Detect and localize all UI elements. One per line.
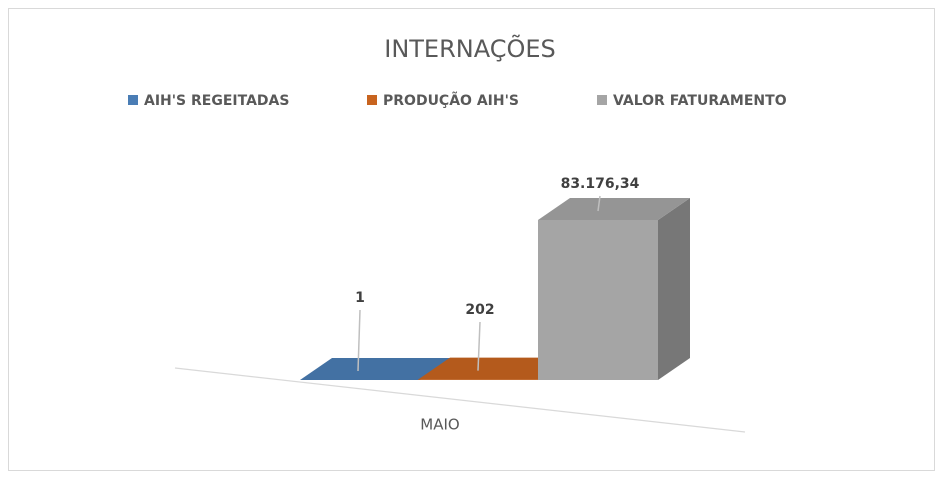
- floor-line: [174, 367, 746, 433]
- bar-top: [538, 198, 690, 220]
- legend-label: AIH'S REGEITADAS: [144, 93, 289, 109]
- chart-title: INTERNAÇÕES: [384, 33, 556, 63]
- x-tick-label: MAIO: [420, 416, 459, 434]
- leader-line: [477, 321, 481, 371]
- data-label: 1: [355, 290, 365, 306]
- chart-frame: [8, 8, 935, 471]
- leader-line: [597, 195, 601, 212]
- bar: [538, 198, 690, 380]
- legend-label: PRODUÇÃO AIH'S: [383, 92, 519, 109]
- leader-line: [357, 309, 361, 372]
- legend-swatch: [597, 95, 607, 105]
- legend-swatch: [367, 95, 377, 105]
- data-label: 83.176,34: [561, 176, 640, 192]
- bar-front: [538, 220, 658, 380]
- legend-label: VALOR FATURAMENTO: [613, 93, 787, 109]
- legend-swatch: [128, 95, 138, 105]
- bar-side: [658, 198, 690, 380]
- data-label: 202: [465, 302, 494, 318]
- bar-top: [300, 357, 452, 380]
- bar-top: [418, 357, 570, 380]
